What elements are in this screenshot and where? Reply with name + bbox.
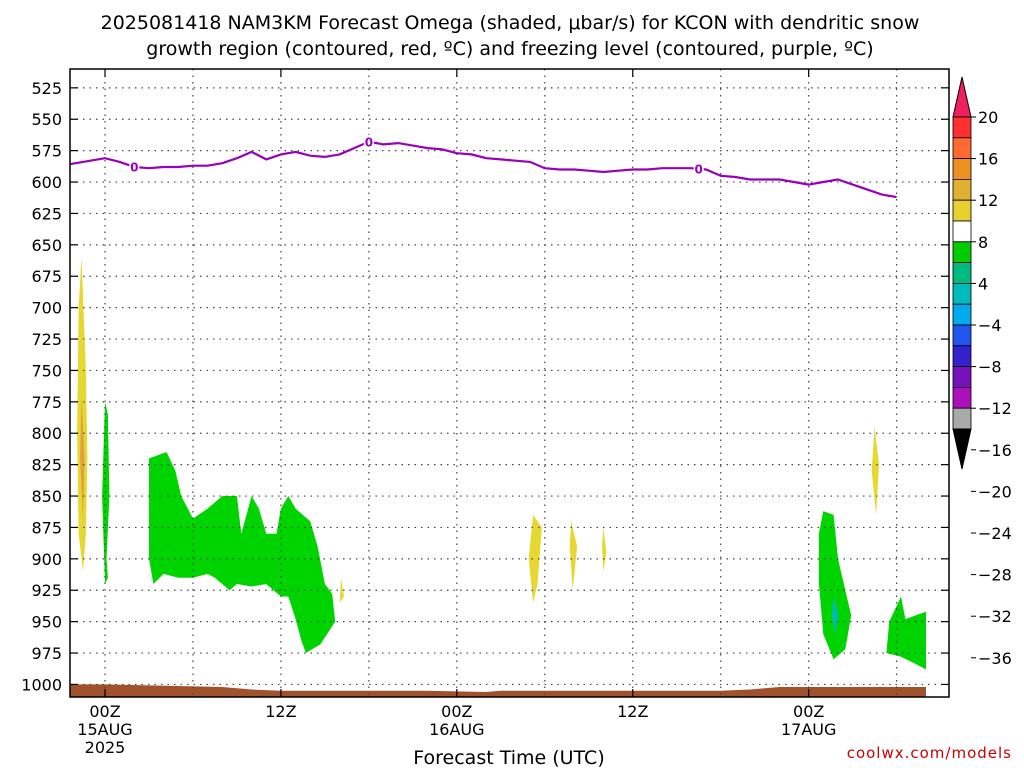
freezing-label-0: 0 [130,160,138,174]
colorbar-band-14 [952,407,972,430]
colorbar-label-8: −16 [978,441,1012,460]
colorbar-band-3 [952,178,972,201]
colorbar-label-11: −28 [978,566,1012,585]
x-tick-label-48-1: 16AUG [429,720,484,739]
y-tick-label-950: 950 [31,613,62,632]
shaded-region-11 [569,521,578,591]
colorbar-label-4: 4 [978,274,988,293]
colorbar-band-10 [952,324,972,347]
y-tick-label-775: 775 [31,393,62,412]
y-tick-label-600: 600 [31,173,62,192]
shaded-region-17 [70,683,926,697]
y-tick-label-900: 900 [31,550,62,569]
shaded-region-4 [61,69,68,571]
freezing-label-1: 0 [365,135,373,149]
shaded-region-13 [871,427,879,515]
freezing-label-bg-0 [129,159,140,174]
y-tick-label-875: 875 [31,518,62,537]
colorbar-band-9 [952,303,972,326]
colorbar-label-5: −4 [978,316,1002,335]
freezing-level-contour: 0 0 0 [70,134,897,199]
colorbar-label-7: −12 [978,399,1012,418]
y-tick-label-850: 850 [31,487,62,506]
freezing-level-line [70,140,897,199]
y-axis-pressure: 525 550 575 600 625 650 675 700 725 750 775 800 825 8… [21,79,949,694]
y-tick-label-825: 825 [31,456,62,475]
omega-colorbar: 20 16 12 8 4 −4 −8 −12 −16 −20 −24 −28 −32 −36 [952,76,1012,668]
colorbar-label-13: −36 [978,649,1012,668]
colorbar-label-2: 12 [978,191,998,210]
shaded-region-12 [602,527,607,572]
x-tick-label-24-1: 15AUG [77,720,132,739]
x-tick-label-72-1: 17AUG [781,720,836,739]
x-tick-label-36-0: 12Z [265,702,296,721]
colorbar-band-11 [952,345,972,367]
y-tick-label-800: 800 [31,424,62,443]
y-tick-label-625: 625 [31,204,62,223]
colorbar-band-2 [952,158,972,180]
omega-shaded-regions [17,69,926,697]
shaded-region-3 [80,395,85,522]
y-tick-label-750: 750 [31,361,62,380]
colorbar-band-7 [952,262,972,284]
shaded-region-10 [528,514,542,603]
colorbar-label-6: −8 [978,358,1002,377]
x-axis-label: Forecast Time (UTC) [413,747,604,768]
colorbar-label-9: −20 [978,482,1012,501]
shaded-region-15 [832,596,838,635]
freezing-label-bg-1 [363,134,374,149]
y-tick-label-1000: 1000 [21,675,62,694]
y-tick-label-525: 525 [31,79,62,98]
shaded-region-1 [17,358,20,396]
plot-gridlines [70,69,949,697]
colorbar-label-10: −24 [978,524,1012,543]
shaded-region-14 [818,511,852,660]
colorbar-bottom-arrow [952,428,972,470]
y-tick-label-550: 550 [31,110,62,129]
colorbar-label-1: 16 [978,150,998,169]
shaded-region-9 [339,577,344,603]
colorbar-band-5 [952,220,972,243]
colorbar-label-0: 20 [978,108,998,127]
shaded-region-8 [149,452,336,653]
colorbar-band-8 [952,282,972,305]
chart-title-line2: growth region (contoured, red, ºC) and f… [146,38,873,60]
y-tick-label-650: 650 [31,236,62,255]
x-tick-label-72-0: 00Z [793,702,824,721]
freezing-label-2: 0 [695,162,703,176]
freezing-label-bg-2 [693,161,704,176]
x-tick-label-24-2: 2025 [85,738,126,757]
colorbar-label-12: −32 [978,607,1012,626]
shaded-region-16 [886,596,926,670]
colorbar-band-12 [952,366,972,388]
x-tick-label-60-0: 12Z [617,702,648,721]
y-tick-label-975: 975 [31,644,62,663]
y-tick-label-925: 925 [31,581,62,600]
y-tick-label-675: 675 [31,267,62,286]
colorbar-band-4 [952,199,972,222]
y-tick-label-725: 725 [31,330,62,349]
x-tick-label-48-0: 00Z [441,702,472,721]
x-tick-label-24-0: 00Z [89,702,120,721]
chart-title-line1: 2025081418 NAM3KM Forecast Omega (shaded… [101,12,920,34]
colorbar-label-3: 8 [978,233,988,252]
colorbar-top-arrow [952,76,972,118]
plot-frame [69,68,950,698]
colorbar-band-13 [952,386,972,409]
colorbar-band-1 [952,137,972,160]
y-tick-label-575: 575 [31,142,62,161]
y-tick-label-700: 700 [31,299,62,318]
shaded-region-7 [102,401,110,584]
colorbar-band-0 [952,116,972,139]
credit-text: coolwx.com/models [847,744,1012,762]
colorbar-band-6 [952,241,972,264]
